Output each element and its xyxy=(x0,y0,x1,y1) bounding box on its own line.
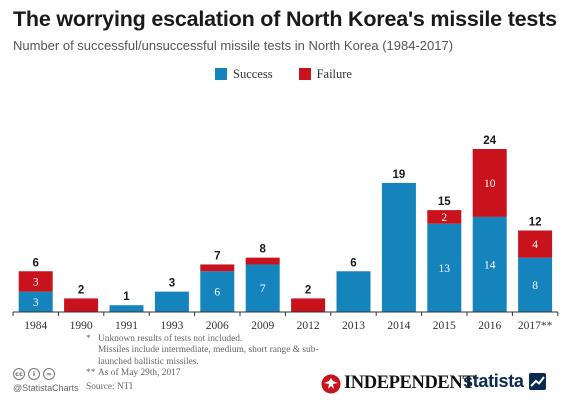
statista-logo[interactable]: statista xyxy=(463,371,546,392)
bar-inner-label: 3 xyxy=(33,276,39,288)
legend-label-success: Success xyxy=(233,66,273,81)
bar-failure xyxy=(427,210,462,224)
bar-total-label: 19 xyxy=(393,169,406,181)
statista-handle[interactable]: @StatistaCharts xyxy=(13,383,79,393)
bar-inner-label: 6 xyxy=(214,287,220,299)
x-tick-label: 2015 xyxy=(433,320,456,332)
bar-inner-label: 3 xyxy=(33,297,39,309)
chart-title: The worrying escalation of North Korea's… xyxy=(13,7,557,31)
legend: Success Failure xyxy=(215,64,378,84)
chart-subtitle: Number of successful/unsuccessful missil… xyxy=(13,38,454,53)
bar-failure xyxy=(64,298,99,312)
x-tick-label: 1984 xyxy=(24,320,47,332)
bar-success xyxy=(245,264,280,312)
footnote: Missiles include intermediate, medium, s… xyxy=(86,345,336,368)
x-tick-label: 2012 xyxy=(297,320,320,332)
independent-wordmark: INDEPENDENT xyxy=(344,373,475,393)
no-derivatives-icon[interactable]: = xyxy=(43,368,55,380)
bar-inner-label: 10 xyxy=(484,178,496,190)
bar-inner-label: 4 xyxy=(532,239,538,251)
bar-inner-label: 2 xyxy=(441,212,447,224)
bar-success xyxy=(109,305,144,312)
bar-success xyxy=(154,291,189,312)
footnote-text: Missiles include intermediate, medium, s… xyxy=(98,345,319,367)
statista-icon xyxy=(528,373,546,390)
legend-swatch-failure xyxy=(298,68,311,80)
x-tick-label: 2006 xyxy=(206,320,229,332)
footnote-mark xyxy=(86,345,98,368)
x-tick-label: 1993 xyxy=(160,320,183,332)
bar-total-label: 7 xyxy=(214,250,220,262)
source-note: Source: NTI xyxy=(86,382,133,392)
legend-swatch-success xyxy=(215,68,227,80)
independent-logo[interactable]: INDEPENDENT xyxy=(321,373,475,394)
footnote: ** As of May 29th, 2017 xyxy=(86,368,336,379)
legend-label-failure: Failure xyxy=(316,66,352,81)
bar-total-label: 6 xyxy=(350,257,356,269)
bar-success xyxy=(381,182,416,312)
bar-failure xyxy=(18,271,53,292)
footnote-text: Unknown results of tests not included. xyxy=(98,334,243,344)
bar-failure xyxy=(472,149,507,217)
bar-success xyxy=(472,216,507,312)
bar-success xyxy=(518,257,553,312)
footnotes: * Unknown results of tests not included.… xyxy=(86,334,336,379)
footnote-mark: * xyxy=(86,334,91,344)
bar-chart: 3361984219901199131993672006782009220126… xyxy=(12,135,559,332)
bar-total-label: 12 xyxy=(529,217,542,229)
legend-item-success: Success xyxy=(215,67,273,82)
bar-inner-label: 7 xyxy=(260,283,266,295)
attribution-icon[interactable]: i xyxy=(28,368,40,380)
bar-inner-label: 8 xyxy=(532,280,538,292)
footnote: * Unknown results of tests not included. xyxy=(86,334,336,345)
bar-success xyxy=(336,271,371,312)
eagle-icon xyxy=(321,374,341,393)
bar-total-label: 24 xyxy=(483,135,496,147)
x-tick-label: 2014 xyxy=(387,320,410,332)
bar-failure xyxy=(245,257,280,265)
bar-total-label: 1 xyxy=(123,291,130,303)
statista-wordmark: statista xyxy=(463,371,524,391)
x-tick-label: 2017** xyxy=(518,320,553,332)
footnote-text: As of May 29th, 2017 xyxy=(98,367,181,378)
bar-failure xyxy=(291,298,326,312)
legend-item-failure: Failure xyxy=(298,66,352,82)
creative-commons-icon[interactable]: cc xyxy=(13,368,25,380)
bar-total-label: 2 xyxy=(78,284,84,296)
x-tick-label: 2009 xyxy=(251,320,274,332)
x-tick-label: 1990 xyxy=(70,320,93,332)
bar-total-label: 6 xyxy=(32,257,38,269)
bar-success xyxy=(200,271,235,312)
x-tick-label: 2013 xyxy=(342,320,365,332)
bar-inner-label: 13 xyxy=(439,263,451,275)
bar-total-label: 2 xyxy=(305,284,311,296)
bar-total-label: 3 xyxy=(169,278,175,290)
bar-success xyxy=(427,223,462,312)
bar-success xyxy=(18,291,53,312)
license-icons: cc i = xyxy=(13,368,58,380)
bar-total-label: 15 xyxy=(438,196,451,208)
bar-total-label: 8 xyxy=(259,244,266,256)
x-tick-label: 2016 xyxy=(478,320,501,332)
bar-failure xyxy=(518,230,553,258)
bar-failure xyxy=(200,264,235,272)
x-tick-label: 1991 xyxy=(115,320,138,332)
bar-inner-label: 14 xyxy=(484,259,496,271)
footnote-mark: ** xyxy=(86,367,96,378)
